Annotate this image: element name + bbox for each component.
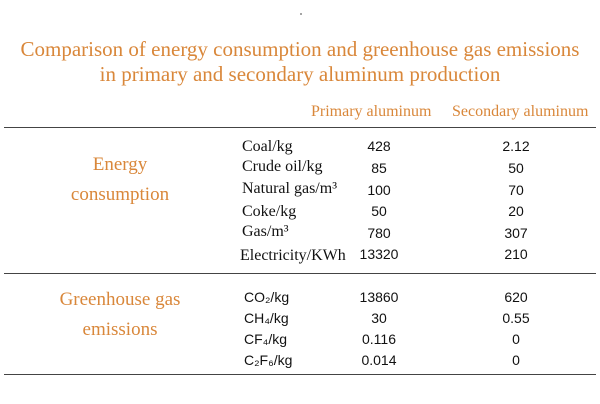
row-primary-value: 13860 [359,289,399,305]
group-label-energy-line1: Energy [92,154,148,175]
row-primary-value: 0.014 [361,352,397,368]
row-secondary-value: 70 [508,182,524,198]
row-secondary-value: 50 [508,160,524,176]
row-primary-value: 85 [371,160,387,176]
row-secondary-value: 0.55 [502,310,530,326]
row-item: Electricity/KWh [240,247,346,264]
row-item: CO₂/kg [244,289,290,305]
row-item: CH₄/kg [244,310,289,326]
row-primary-value: 100 [367,182,391,198]
row-secondary-value: 307 [504,225,528,241]
row-primary-value: 0.116 [362,331,396,347]
row-secondary-value: 620 [504,289,528,305]
row-secondary-value: 0 [512,331,520,347]
row-primary-value: 428 [367,138,391,154]
row-primary-value: 30 [371,310,387,326]
row-item: Crude oil/kg [242,158,323,175]
row-item: Natural gas/m³ [242,180,337,197]
title-line-2: in primary and secondary aluminum produc… [99,62,501,86]
row-primary-value: 50 [371,203,387,219]
title-line-1: Comparison of energy consumption and gre… [20,37,580,61]
row-secondary-value: 0 [512,352,520,368]
row-primary-value: 780 [367,225,391,241]
row-secondary-value: 20 [508,203,524,219]
row-item: Coal/kg [242,138,293,155]
group-label-energy-line2: consumption [70,184,170,205]
group-label-ghg-line2: emissions [82,319,158,340]
group-label-ghg: Greenhouse gas emissions [20,285,220,345]
row-item: C₂F₆/kg [244,352,293,368]
row-item: Gas/m³ [242,223,289,240]
row-secondary-value: 210 [504,246,528,262]
column-header-secondary: Secondary aluminum [452,103,589,120]
table-rule-top [4,127,596,128]
table-rule-bottom [4,374,596,375]
row-secondary-value: 2.12 [502,138,530,154]
group-label-ghg-line1: Greenhouse gas [59,289,181,310]
decorative-dot [300,13,302,15]
group-label-energy: Energy consumption [40,150,200,210]
column-header-primary: Primary aluminum [311,103,432,120]
row-primary-value: 13320 [359,246,399,262]
table-rule-middle [4,273,596,274]
row-item: CF₄/kg [244,331,288,347]
row-item: Coke/kg [242,203,297,220]
